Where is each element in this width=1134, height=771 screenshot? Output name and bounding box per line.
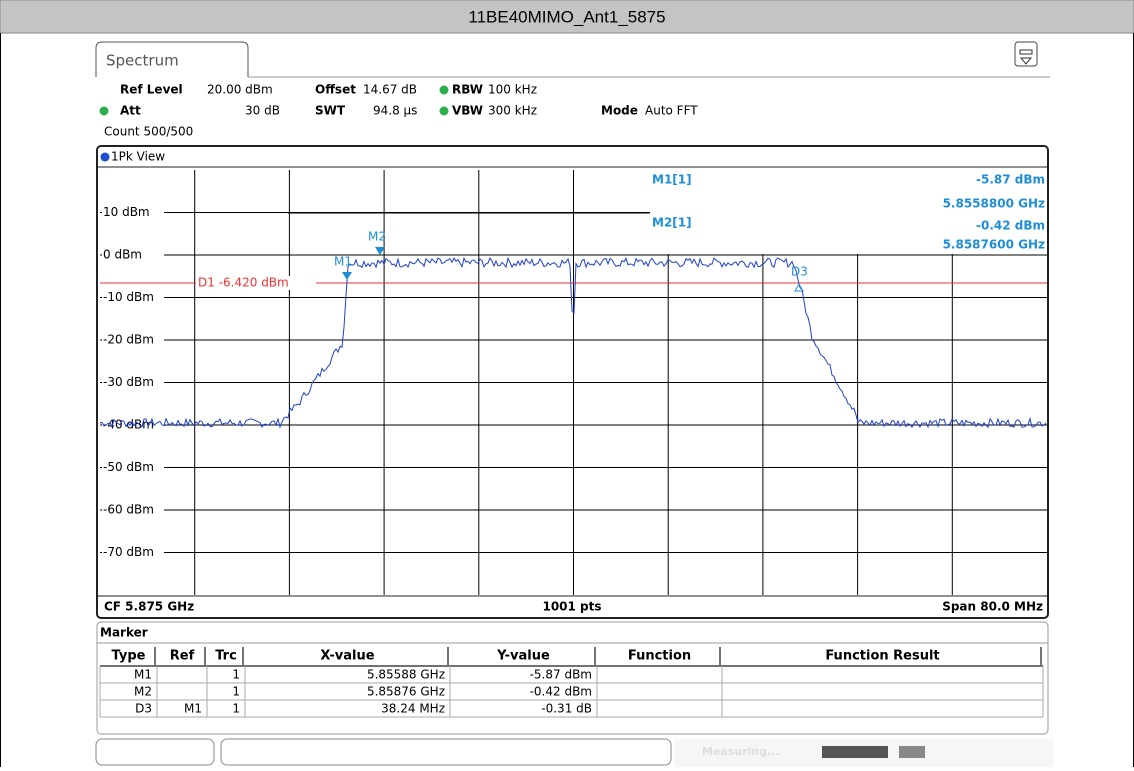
y-label: 0 dBm: [103, 248, 142, 262]
column-header: Ref: [170, 649, 195, 664]
y-label: -30 dBm: [103, 375, 154, 389]
label-bg: [102, 375, 164, 390]
cell: 1: [232, 702, 240, 716]
menu-icon: [1019, 49, 1033, 65]
grid: 10 dBm 0 dBm -10 dBm -20 dBm -30 dBm -40 dBm -…: [100, 170, 1047, 595]
value: 300 kHz: [488, 104, 537, 118]
marker-panel: [96, 621, 1049, 735]
y-label: -40 dBm: [103, 418, 154, 432]
label: Offset: [315, 83, 356, 97]
column-header: Type: [112, 649, 146, 664]
indicator: [439, 106, 449, 116]
tab[interactable]: [95, 41, 249, 77]
readout-name: M1[1]: [652, 173, 692, 187]
marker-m2: [375, 247, 385, 255]
readout-bg: [650, 170, 1047, 254]
cell: 1: [232, 668, 240, 682]
label-bg: [102, 290, 164, 305]
value: 100 kHz: [488, 83, 537, 97]
label-bg: [102, 248, 164, 262]
cell: M1: [184, 702, 202, 716]
marker-d3: [794, 282, 804, 292]
label: Att: [120, 104, 141, 118]
cell: 5.85588 GHz: [367, 668, 445, 682]
span: Span 80.0 MHz: [942, 600, 1043, 614]
readout-freq: 5.8558800 GHz: [943, 197, 1045, 211]
view-dot: [100, 152, 110, 162]
label-bg: [102, 460, 164, 475]
cell: 5.85876 GHz: [367, 685, 445, 699]
y-label: -60 dBm: [103, 503, 154, 517]
y-label: -10 dBm: [103, 290, 154, 304]
cell: 38.24 MHz: [381, 702, 445, 716]
points: 1001 pts: [542, 600, 601, 614]
y-label: -70 dBm: [103, 545, 154, 559]
display-line-label: D1 -6.420 dBm: [198, 276, 289, 290]
view-label: 1Pk View: [111, 150, 165, 164]
marker-title: Marker: [100, 626, 148, 640]
value: 20.00 dBm: [207, 83, 273, 97]
trace: [99, 256, 1047, 429]
count: Count 500/500: [104, 125, 193, 139]
progress-icon: [899, 746, 925, 758]
tab-label[interactable]: Spectrum: [106, 52, 179, 70]
indicator: [439, 85, 449, 95]
column-header: Function: [628, 649, 691, 664]
marker-label: M1: [334, 255, 352, 269]
window-title: 11BE40MIMO_Ant1_5875: [468, 7, 665, 26]
label: SWT: [315, 104, 346, 118]
marker-label: M2: [368, 230, 386, 244]
label: Mode: [601, 104, 638, 118]
y-label: 10 dBm: [103, 205, 150, 219]
label: RBW: [452, 83, 483, 97]
y-label: -50 dBm: [103, 460, 154, 474]
center-frequency: CF 5.875 GHz: [104, 600, 194, 614]
cell: D3: [135, 702, 152, 716]
status-box: [220, 738, 672, 766]
marker-label: D3: [791, 265, 808, 279]
y-label: -20 dBm: [103, 333, 154, 347]
marker-m1: [342, 272, 352, 280]
label: VBW: [452, 104, 483, 118]
readout-freq: 5.8587600 GHz: [943, 238, 1045, 252]
cell: M1: [134, 668, 152, 682]
label: Ref Level: [120, 83, 183, 97]
cell: M2: [134, 685, 152, 699]
cell: -0.42 dBm: [530, 685, 592, 699]
indicator: [99, 106, 109, 116]
status-box: [95, 738, 215, 766]
label-bg: [102, 545, 164, 560]
column-header: Y-value: [496, 649, 550, 664]
title-bar: [0, 0, 1134, 34]
readout-name: M2[1]: [652, 216, 692, 230]
cell: -5.87 dBm: [530, 668, 592, 682]
status: Measuring...: [702, 745, 780, 758]
column-header: X-value: [320, 649, 374, 664]
label-bg: [102, 503, 164, 517]
column-header: Function Result: [825, 649, 939, 664]
label-bg: [102, 205, 164, 220]
value: 30 dB: [245, 104, 280, 118]
marker-table: Type Ref Trc X-value Y-value Function Function…: [99, 647, 1044, 718]
cell: 1: [232, 685, 240, 699]
value: Auto FFT: [645, 104, 698, 118]
display-line-bg: [196, 276, 316, 290]
label-bg: [102, 333, 164, 347]
readout-level: -0.42 dBm: [976, 219, 1045, 233]
label-bg: [102, 418, 164, 432]
readout-level: -5.87 dBm: [976, 173, 1045, 187]
value: 94.8 µs: [373, 104, 417, 118]
cell: -0.31 dB: [541, 702, 592, 716]
column-header: Trc: [215, 649, 237, 664]
progress: [822, 746, 888, 758]
value: 14.67 dB: [363, 83, 417, 97]
